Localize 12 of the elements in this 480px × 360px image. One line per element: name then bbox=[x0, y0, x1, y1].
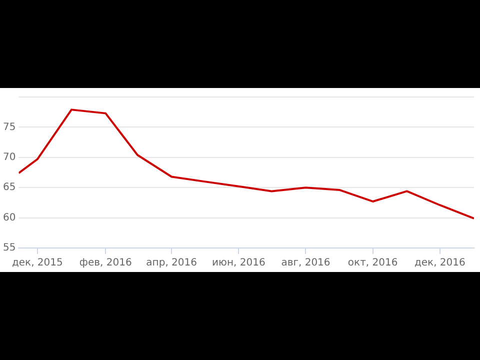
x-tick-label: дек, 2016 bbox=[414, 258, 466, 269]
y-tick-label: 70 bbox=[2, 152, 16, 163]
y-tick-label: 60 bbox=[2, 212, 16, 224]
x-tick-label: авг, 2016 bbox=[281, 258, 330, 269]
y-tick-label: 75 bbox=[2, 122, 16, 133]
x-tick-label: дек, 2015 bbox=[12, 258, 63, 269]
x-tick-label: фев, 2016 bbox=[79, 258, 132, 269]
x-tick-label: июн, 2016 bbox=[212, 258, 266, 269]
y-tick-label: 55 bbox=[2, 242, 16, 254]
x-tick-label: окт, 2016 bbox=[348, 258, 398, 269]
x-tick-label: апр, 2016 bbox=[146, 258, 197, 269]
y-tick-label: 65 bbox=[2, 182, 16, 194]
